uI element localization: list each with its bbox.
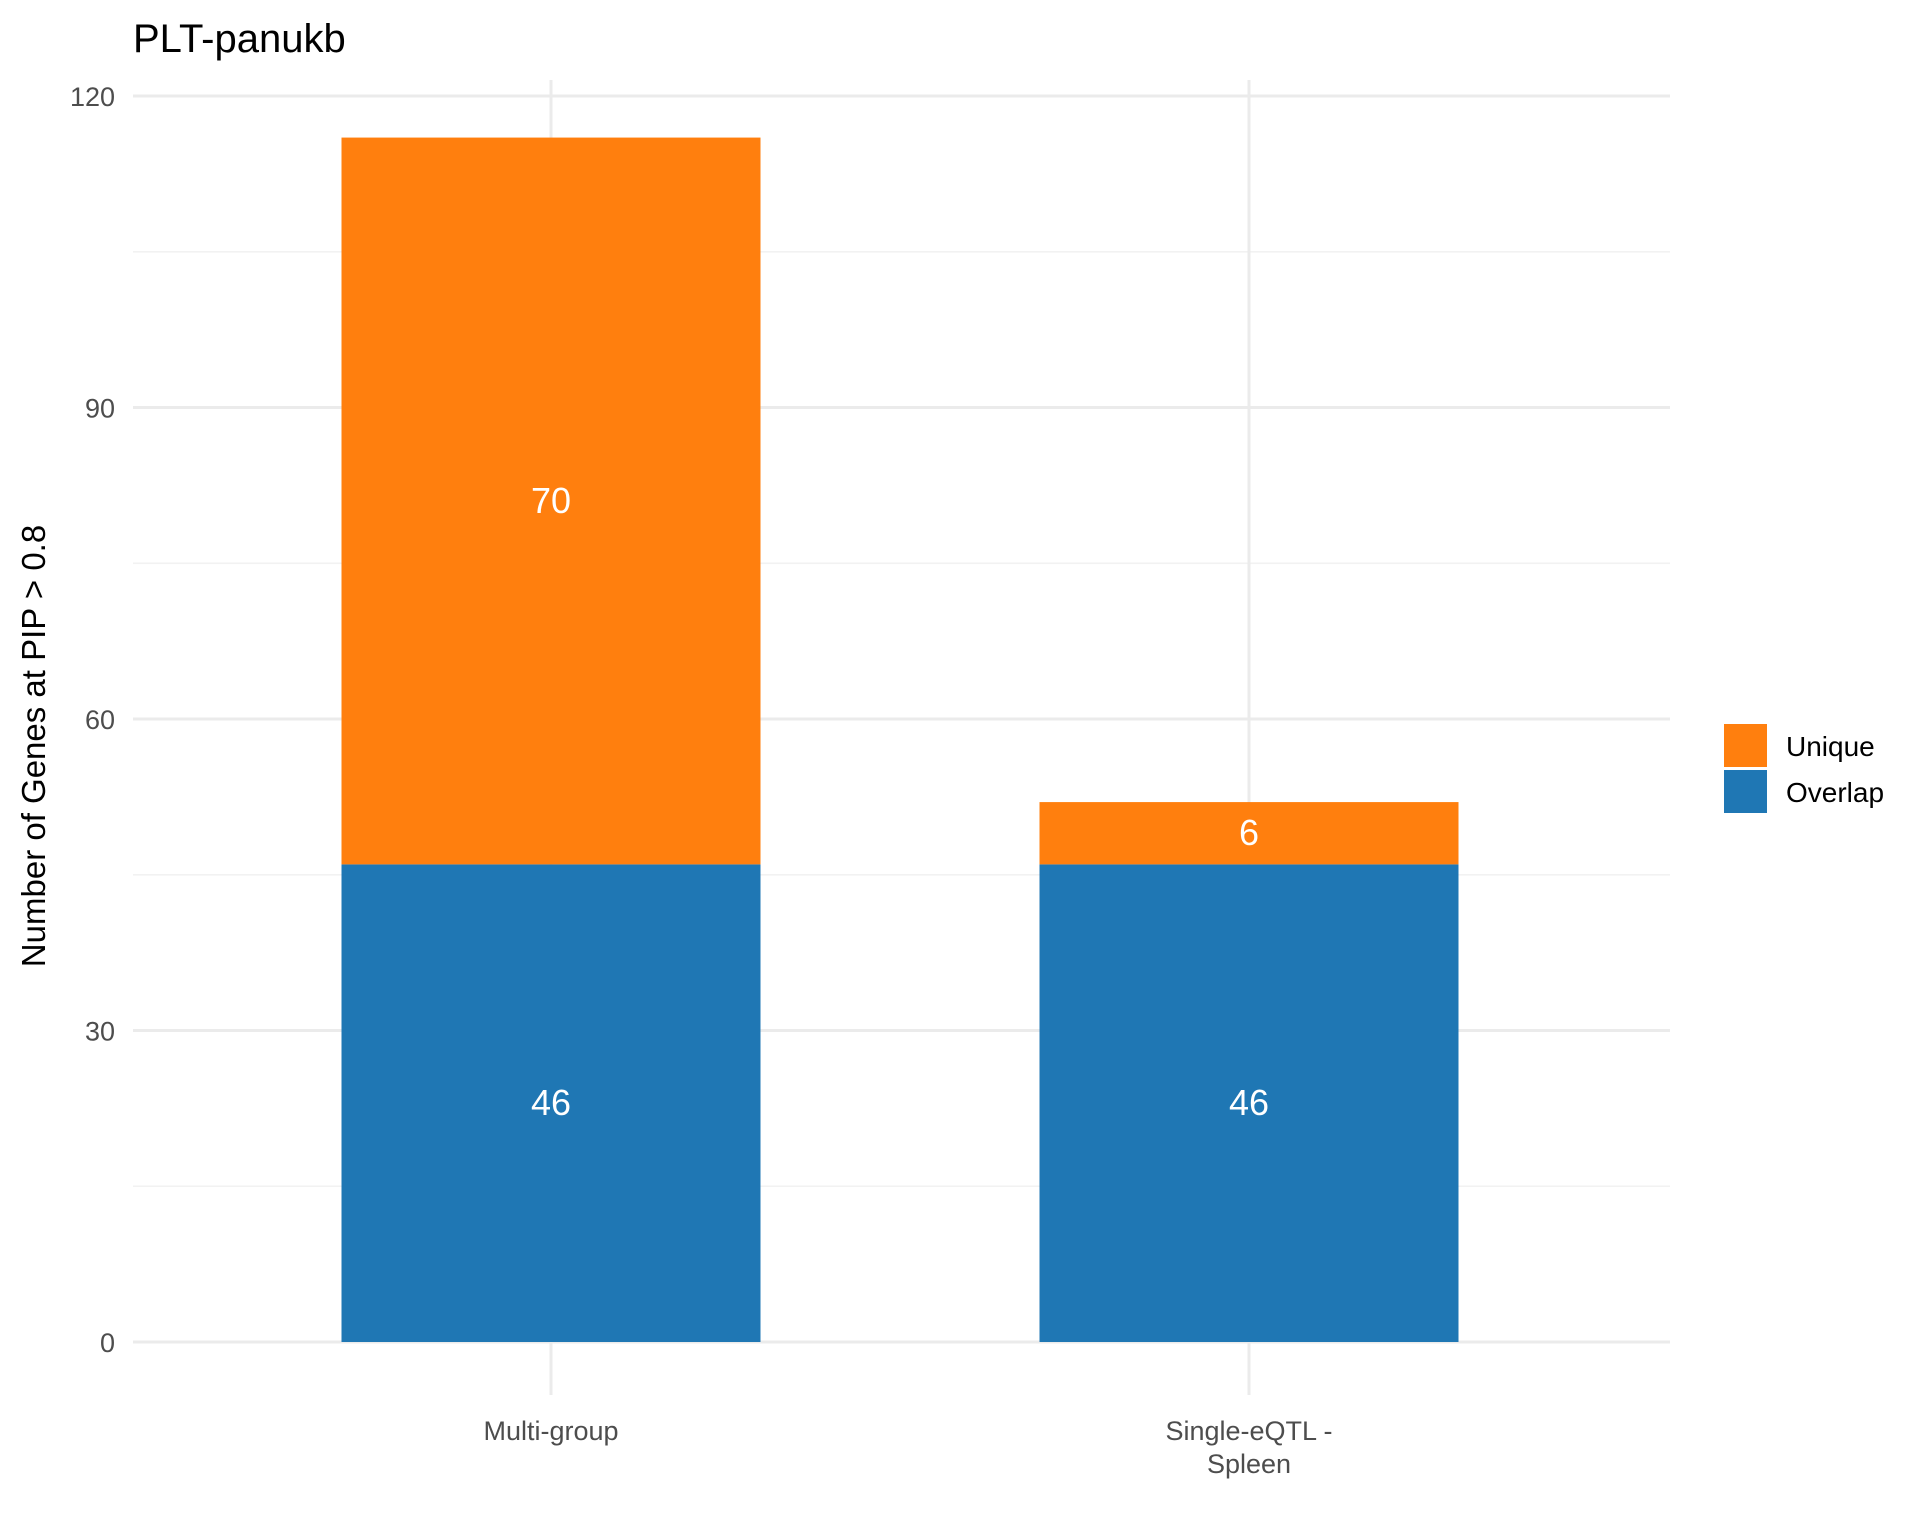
bars: [341, 137, 1459, 1342]
chart-title: PLT-panukb: [133, 17, 346, 61]
bar-label-unique-0: 70: [531, 480, 571, 521]
bar-unique-0: [341, 137, 761, 865]
bar-overlap-1: [1039, 864, 1459, 1342]
legend-label-unique: Unique: [1786, 731, 1875, 762]
legend-label-overlap: Overlap: [1786, 777, 1884, 808]
y-axis-ticks: 0 30 60 90 120: [70, 82, 115, 1358]
x-axis-ticks: Multi-group Single-eQTL -Spleen: [483, 1416, 1332, 1479]
y-tick-label: 30: [85, 1017, 115, 1047]
y-tick-label: 90: [85, 394, 115, 424]
x-tick-label: Single-eQTL -Spleen: [1165, 1416, 1332, 1479]
legend-key-overlap: [1724, 770, 1767, 813]
y-axis-label: Number of Genes at PIP > 0.8: [15, 525, 52, 967]
bar-overlap-0: [341, 864, 761, 1342]
y-tick-label: 0: [100, 1328, 115, 1358]
legend: Unique Overlap: [1724, 724, 1884, 813]
bar-label-unique-1: 6: [1239, 812, 1259, 853]
bar-label-overlap-1: 46: [1229, 1082, 1269, 1123]
bar-unique-1: [1039, 802, 1459, 865]
x-tick-label: Multi-group: [483, 1416, 618, 1446]
bar-labels: 46 70 46 6: [531, 480, 1269, 1123]
y-tick-label: 120: [70, 82, 115, 112]
y-tick-label: 60: [85, 705, 115, 735]
legend-key-unique: [1724, 724, 1767, 767]
bar-label-overlap-0: 46: [531, 1082, 571, 1123]
